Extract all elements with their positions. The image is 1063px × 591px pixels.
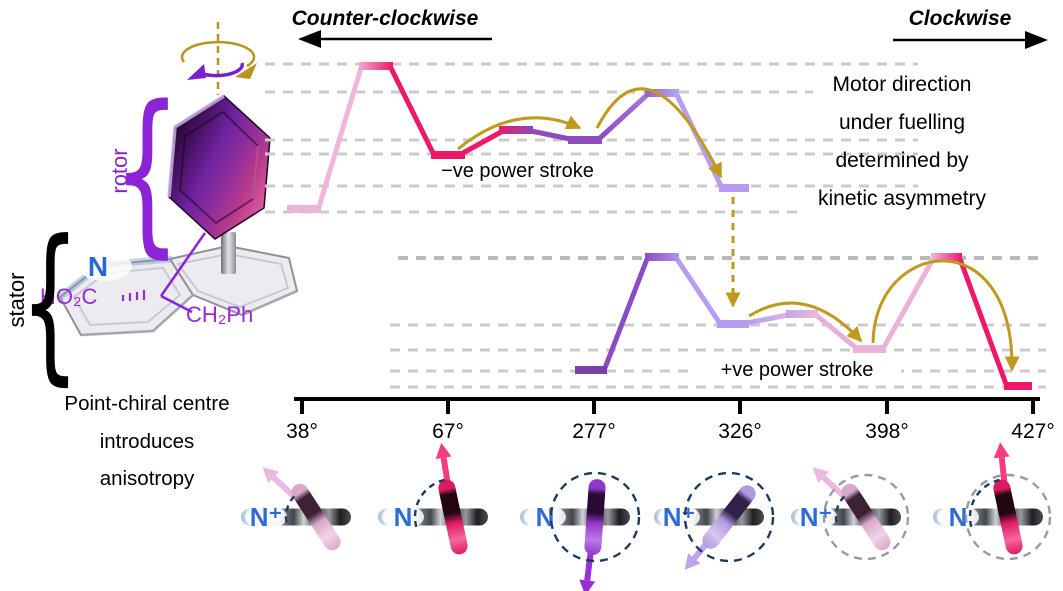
clockwise-label: Clockwise — [908, 7, 1012, 30]
kinetic-pathway-arrow — [595, 87, 723, 179]
energy-landscape: N⁺ N N N⁺ N⁺ N — [241, 62, 1052, 591]
motor-text-line2: under fuelling — [838, 111, 966, 134]
energy-level-bar — [568, 136, 602, 144]
point-chiral-caption: Point-chiral centre introduces anisotrop… — [22, 385, 272, 498]
rotor-state-cartoon: N⁺ — [241, 467, 351, 551]
surface-link — [461, 129, 503, 156]
hash-wedge-bond — [121, 290, 146, 301]
energy-level-bar — [575, 366, 607, 374]
motor-text-line1: Motor direction — [832, 73, 972, 96]
caption-line3: anisotropy — [99, 467, 195, 490]
rotor-state-cartoon: N — [933, 442, 1052, 561]
nitrogen-state-label: N⁺ — [800, 502, 833, 532]
motor-direction-text: Motor direction under fuelling determine… — [780, 66, 1024, 218]
surface-link — [598, 93, 649, 140]
motor-text-line3: determined by — [835, 149, 969, 172]
nitrogen-state-label: N⁺ — [250, 502, 283, 532]
caption-line1: Point-chiral centre — [64, 392, 230, 415]
energy-level-bar — [287, 205, 321, 213]
kinetic-pathway-arrow — [748, 301, 863, 343]
partial-rotation-arc — [284, 494, 296, 523]
surface-link — [388, 66, 436, 155]
energy-level-bar — [431, 151, 465, 159]
energy-level-bar — [786, 310, 818, 318]
rotor-rod — [993, 479, 1023, 555]
motor-text-line4: kinetic asymmetry — [817, 187, 987, 210]
rotor-rod — [291, 483, 341, 551]
clockwise-arrow — [893, 31, 1048, 49]
kinetic-pathway-arrow — [871, 259, 1020, 372]
stator-nitrogen-label: N — [88, 251, 108, 282]
rotor-state-cartoon: N⁺ — [654, 471, 775, 570]
rotor-rod — [438, 479, 468, 555]
rotor-rod — [841, 483, 891, 551]
stator-brace: { — [20, 205, 80, 402]
counter-clockwise-label: Counter-clockwise — [291, 7, 479, 30]
energy-level-bar — [645, 89, 679, 97]
rotation-axis-icon — [180, 22, 257, 95]
rotation-arrowhead-icon — [812, 467, 830, 484]
axis-tick-label-427: 427° — [1011, 420, 1055, 443]
partial-rotation-arc — [413, 478, 448, 528]
rotor-state-cartoon: N⁺ — [791, 467, 910, 561]
caption-line2: introduces — [99, 429, 195, 453]
rotor-brace: { — [113, 68, 182, 274]
rotation-arrowhead-icon — [579, 579, 596, 591]
gold-rotation-arrowhead-icon — [235, 63, 257, 79]
partial-rotation-arc — [834, 494, 846, 523]
previous-rotation-circle — [822, 473, 910, 561]
stator-structure — [56, 244, 299, 337]
energy-level-bar — [719, 184, 749, 192]
stator-label: stator — [4, 272, 29, 327]
energy-level-bar — [359, 62, 393, 70]
rotor-state-cartoon: N — [520, 471, 641, 591]
rotor-rod — [584, 479, 606, 555]
motor-axle — [221, 232, 236, 274]
surface-link — [530, 128, 571, 142]
rotor-structure — [167, 94, 271, 240]
axis-tick-label-398: 398° — [865, 420, 909, 443]
energy-level-bar — [499, 126, 533, 134]
energy-level-bar — [645, 253, 679, 261]
nitrogen-state-label: N — [394, 502, 413, 532]
rotor-state-cartoon: N — [378, 442, 488, 555]
nitrogen-state-label: N⁺ — [663, 502, 696, 532]
counter-clockwise-arrow — [298, 30, 492, 48]
energy-level-bar — [931, 253, 962, 261]
axis-tick-label-326: 326° — [718, 420, 762, 443]
surface-link — [674, 257, 722, 324]
nitrogen-state-label: N — [949, 502, 968, 532]
rotation-arrowhead-icon — [262, 467, 280, 484]
partial-rotation-arc — [968, 478, 1003, 528]
positive-power-stroke-label: +ve power stroke — [693, 359, 901, 382]
full-rotation-circle — [683, 471, 775, 563]
chiral-centre-bonds — [121, 232, 207, 314]
surface-link — [746, 312, 789, 326]
rotation-arrowhead-icon — [993, 442, 1010, 459]
rotation-arrowhead-icon — [684, 553, 701, 570]
rotation-arrowhead-icon — [435, 442, 452, 459]
rotor-rod — [702, 485, 756, 549]
purple-rotation-arrowhead-icon — [187, 64, 206, 80]
full-rotation-circle — [549, 471, 641, 563]
previous-rotation-circle — [964, 473, 1052, 561]
surface-link — [957, 258, 1009, 385]
rotor-label: rotor — [107, 148, 132, 193]
energy-level-bar — [1004, 382, 1032, 390]
benzyl-group-label: CH₂Ph — [186, 302, 253, 327]
acid-group-label: HO₂C — [40, 284, 98, 309]
surface-link — [316, 67, 364, 208]
axis-tick-label-38: 38° — [286, 420, 318, 443]
axis-tick-label-277: 277° — [572, 420, 616, 443]
negative-power-stroke-label: −ve power stroke — [441, 160, 594, 182]
energy-level-bar — [853, 345, 886, 353]
axis-tick-label-67: 67° — [432, 420, 464, 443]
surface-link — [602, 258, 650, 369]
energy-level-bar — [717, 320, 749, 328]
surface-link — [881, 257, 936, 349]
kinetic-pathway-arrow — [457, 115, 582, 151]
